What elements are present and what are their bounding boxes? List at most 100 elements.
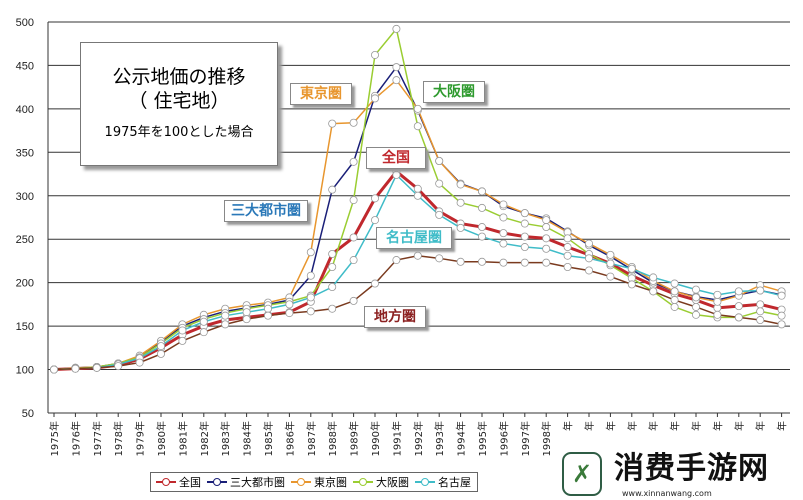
legend-item: 全国 xyxy=(156,474,201,490)
data-point-5 xyxy=(777,320,786,329)
data-point-5 xyxy=(692,302,701,311)
data-point-4 xyxy=(649,273,658,282)
data-point-3 xyxy=(777,311,786,320)
data-point-4 xyxy=(221,311,230,320)
data-point-5 xyxy=(370,279,379,288)
data-point-5 xyxy=(156,349,165,358)
data-point-5 xyxy=(563,263,572,272)
data-point-5 xyxy=(306,307,315,316)
x-tick-label: 1991年 xyxy=(390,421,403,456)
data-point-2 xyxy=(542,216,551,225)
data-point-4 xyxy=(542,244,551,253)
x-tick-label: 年 xyxy=(583,421,596,431)
x-tick-label: 年 xyxy=(562,421,575,431)
data-point-1 xyxy=(392,63,401,72)
data-point-5 xyxy=(435,254,444,263)
data-point-3 xyxy=(670,302,679,311)
title-box: 公示地価の推移 （ 住宅地） 1975年を100とした場合 xyxy=(80,42,278,166)
data-point-5 xyxy=(349,296,358,305)
legend-item: 大阪圏 xyxy=(353,474,409,490)
data-point-5 xyxy=(413,251,422,260)
x-tick-label: 1997年 xyxy=(519,421,532,456)
data-point-4 xyxy=(585,254,594,263)
x-tick-label: 1998年 xyxy=(540,421,553,456)
data-point-4 xyxy=(520,243,529,252)
data-point-4 xyxy=(178,326,187,335)
data-point-5 xyxy=(178,336,187,345)
legend-item: 名古屋 xyxy=(415,474,471,490)
chart-title: 公示地価の推移 xyxy=(112,66,246,88)
annotation-regional: 地方圏 xyxy=(364,306,426,328)
data-point-1 xyxy=(349,157,358,166)
data-point-3 xyxy=(456,198,465,207)
y-tick-label: 100 xyxy=(16,365,34,377)
data-point-4 xyxy=(435,210,444,219)
legend-label: 東京圏 xyxy=(314,476,347,489)
x-tick-label: 1975年 xyxy=(48,421,61,456)
x-tick-label: 年 xyxy=(754,421,767,431)
x-tick-label: 1993年 xyxy=(433,421,446,456)
data-point-5 xyxy=(199,328,208,337)
y-tick-label: 150 xyxy=(16,321,34,333)
x-tick-label: 1988年 xyxy=(326,421,339,456)
data-point-2 xyxy=(670,287,679,296)
data-point-2 xyxy=(413,104,422,113)
data-point-2 xyxy=(499,200,508,209)
data-point-2 xyxy=(306,248,315,257)
x-tick-label: 1992年 xyxy=(412,421,425,456)
data-point-1 xyxy=(306,271,315,280)
x-tick-label: 年 xyxy=(604,421,617,431)
data-point-5 xyxy=(456,257,465,266)
data-point-4 xyxy=(713,290,722,299)
legend-swatch-icon xyxy=(415,478,435,486)
annotation-nagoya: 名古屋圏 xyxy=(376,227,452,249)
data-point-0 xyxy=(542,234,551,243)
data-point-4 xyxy=(328,282,337,291)
x-tick-label: 1987年 xyxy=(305,421,318,456)
data-point-2 xyxy=(328,119,337,128)
legend-label: 全国 xyxy=(179,476,201,489)
data-point-4 xyxy=(199,317,208,326)
data-point-5 xyxy=(542,258,551,267)
data-point-5 xyxy=(713,310,722,319)
data-point-3 xyxy=(349,196,358,205)
data-point-4 xyxy=(692,285,701,294)
data-point-0 xyxy=(499,229,508,238)
data-point-5 xyxy=(285,309,294,318)
data-point-4 xyxy=(606,259,615,268)
data-point-5 xyxy=(328,304,337,313)
data-point-5 xyxy=(71,364,80,373)
chart-subtitle: （ 住宅地） xyxy=(128,90,230,112)
y-tick-label: 200 xyxy=(16,278,34,290)
data-point-5 xyxy=(221,320,230,329)
data-point-5 xyxy=(499,258,508,267)
data-point-3 xyxy=(563,234,572,243)
data-point-4 xyxy=(242,308,251,317)
data-point-5 xyxy=(734,313,743,322)
data-point-0 xyxy=(734,302,743,311)
legend-label: 名古屋 xyxy=(438,476,471,489)
data-point-3 xyxy=(520,219,529,228)
data-point-4 xyxy=(563,251,572,260)
x-tick-label: 1979年 xyxy=(134,421,147,456)
data-point-5 xyxy=(627,280,636,289)
data-point-5 xyxy=(585,266,594,275)
x-tick-label: 1984年 xyxy=(241,421,254,456)
x-tick-label: 年 xyxy=(776,421,789,431)
leaf-logo-icon: ✗ xyxy=(562,452,602,496)
legend-swatch-icon xyxy=(156,478,176,486)
data-point-4 xyxy=(370,216,379,225)
y-tick-label: 350 xyxy=(16,147,34,159)
y-tick-label: 400 xyxy=(16,104,34,116)
data-point-5 xyxy=(520,258,529,267)
legend-label: 大阪圏 xyxy=(376,476,409,489)
data-point-2 xyxy=(349,118,358,127)
data-point-4 xyxy=(413,191,422,200)
data-point-5 xyxy=(649,287,658,296)
data-point-4 xyxy=(756,286,765,295)
data-point-5 xyxy=(92,363,101,372)
x-tick-label: 1983年 xyxy=(219,421,232,456)
data-point-4 xyxy=(306,293,315,302)
